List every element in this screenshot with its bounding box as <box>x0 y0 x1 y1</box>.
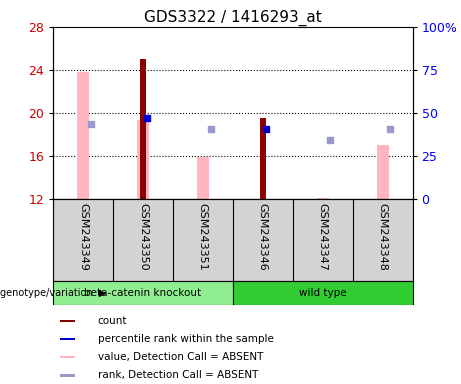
Text: wild type: wild type <box>299 288 347 298</box>
Point <box>387 126 394 132</box>
Text: GSM243351: GSM243351 <box>198 203 208 271</box>
Text: GSM243347: GSM243347 <box>318 203 328 271</box>
Text: count: count <box>98 316 127 326</box>
Bar <box>60 374 75 377</box>
Bar <box>60 338 75 340</box>
Bar <box>260 118 266 199</box>
Text: GSM243346: GSM243346 <box>258 203 268 271</box>
Text: percentile rank within the sample: percentile rank within the sample <box>98 334 274 344</box>
Point <box>263 126 270 132</box>
Bar <box>233 281 413 305</box>
Bar <box>137 121 149 199</box>
Bar <box>77 72 89 199</box>
Text: value, Detection Call = ABSENT: value, Detection Call = ABSENT <box>98 352 263 362</box>
Bar <box>140 59 146 199</box>
Bar <box>317 198 329 199</box>
Text: GSM243348: GSM243348 <box>378 203 388 271</box>
Point <box>87 121 95 127</box>
Bar <box>60 356 75 359</box>
Bar <box>377 145 389 199</box>
Title: GDS3322 / 1416293_at: GDS3322 / 1416293_at <box>144 9 322 25</box>
Bar <box>53 281 233 305</box>
Text: GSM243350: GSM243350 <box>138 203 148 271</box>
Bar <box>60 320 75 322</box>
Text: rank, Detection Call = ABSENT: rank, Detection Call = ABSENT <box>98 370 258 380</box>
Bar <box>197 157 209 199</box>
Text: GSM243349: GSM243349 <box>78 203 88 271</box>
Point <box>207 126 214 132</box>
Text: genotype/variation  ▶: genotype/variation ▶ <box>0 288 106 298</box>
Point <box>143 115 150 121</box>
Text: beta-catenin knockout: beta-catenin knockout <box>84 288 201 298</box>
Point <box>327 137 334 143</box>
